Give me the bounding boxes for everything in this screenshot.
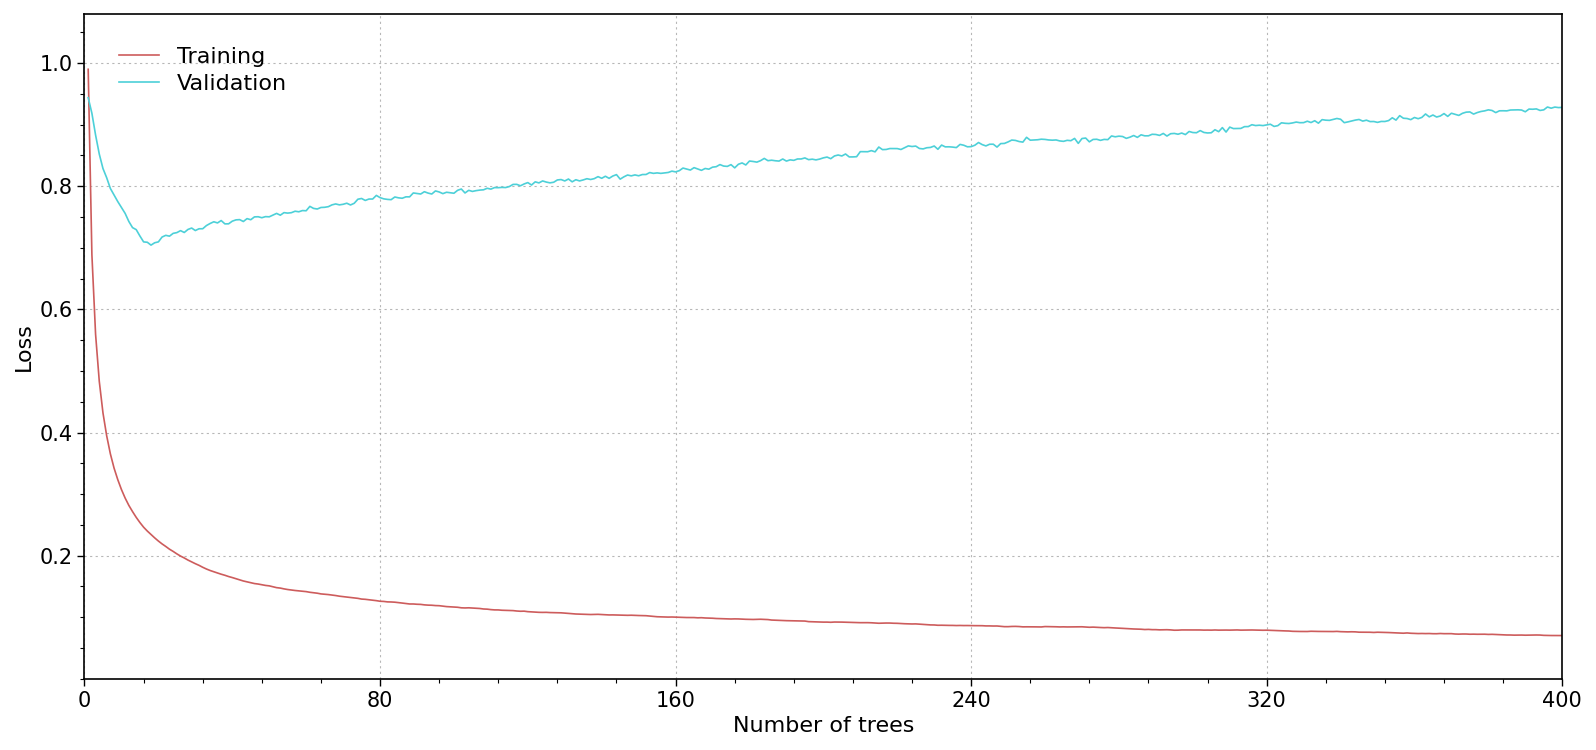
Validation: [1146, 130, 1165, 139]
Validation: [1154, 129, 1173, 138]
Validation: [260, 212, 279, 221]
Training: [78, 64, 97, 74]
Validation: [1010, 137, 1029, 146]
Validation: [562, 177, 581, 186]
Validation: [78, 93, 97, 102]
Line: Validation: Validation: [88, 98, 1562, 245]
Training: [1553, 631, 1572, 640]
Training: [662, 613, 681, 622]
Legend: Training, Validation: Training, Validation: [110, 38, 297, 103]
Validation: [666, 167, 685, 176]
Training: [559, 609, 578, 618]
Training: [1005, 622, 1025, 631]
Training: [255, 581, 275, 590]
Validation: [1553, 103, 1572, 112]
Validation: [142, 241, 161, 250]
Y-axis label: Loss: Loss: [14, 322, 34, 370]
Training: [1550, 631, 1569, 640]
Training: [1151, 626, 1170, 634]
Training: [1143, 626, 1162, 634]
Line: Training: Training: [88, 69, 1562, 635]
X-axis label: Number of trees: Number of trees: [733, 716, 915, 736]
